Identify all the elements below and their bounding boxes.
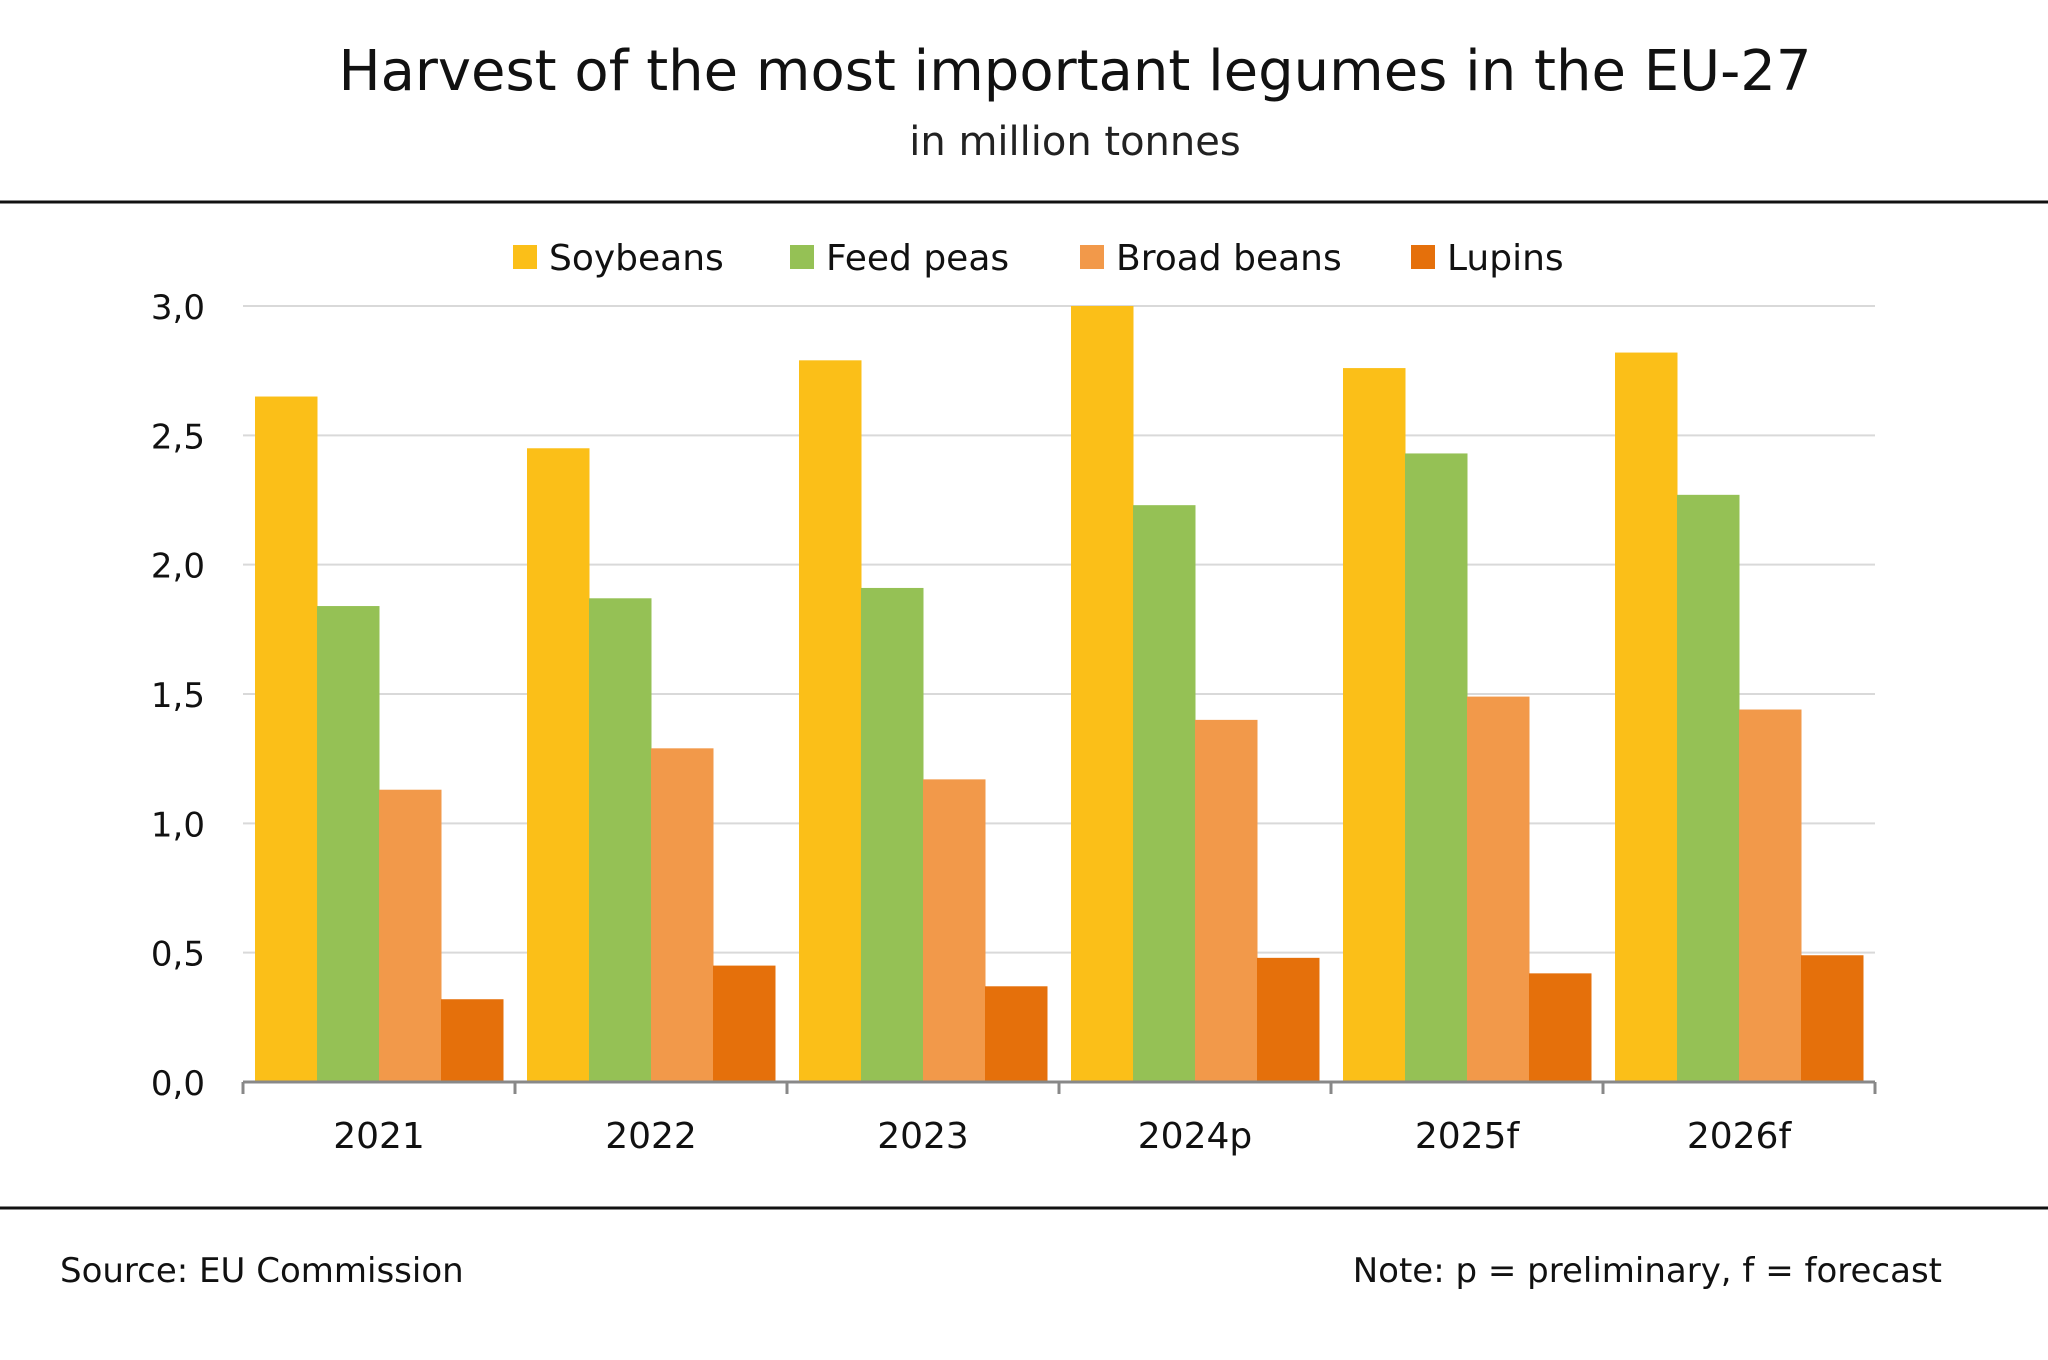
y-tick-label: 3,0 [151, 288, 205, 328]
chart-title: Harvest of the most important legumes in… [338, 39, 1811, 104]
bar-feed-peas-2026f [1677, 494, 1740, 1083]
x-tick-label: 2025f [1415, 1116, 1521, 1157]
y-tick-label: 2,0 [151, 547, 205, 587]
legend-swatch-broad-beans [1080, 245, 1104, 269]
y-tick-label: 0,0 [151, 1064, 205, 1104]
source-note: Source: EU Commission [60, 1251, 464, 1291]
bar-lupins-2021 [441, 999, 504, 1082]
bar-broad-beans-2023 [923, 779, 986, 1082]
legend: Soybeans Feed peas Broad beans Lupins [513, 238, 1564, 279]
bar-broad-beans-2021 [379, 789, 442, 1082]
x-tick-label: 2021 [333, 1116, 425, 1157]
bar-feed-peas-2023 [861, 587, 924, 1082]
x-tick-label: 2024p [1138, 1116, 1252, 1157]
y-tick-label: 1,5 [151, 676, 205, 716]
legend-swatch-lupins [1411, 245, 1435, 269]
bar-soybeans-2022 [527, 448, 590, 1082]
chart-subtitle: in million tonnes [909, 119, 1240, 165]
bar-lupins-2022 [713, 965, 776, 1082]
bar-lupins-2023 [985, 986, 1048, 1082]
y-tick-label: 0,5 [151, 935, 205, 975]
bar-soybeans-2023 [799, 360, 862, 1082]
x-tick-label: 2022 [605, 1116, 697, 1157]
bar-soybeans-2021 [255, 396, 318, 1082]
legend-label: Feed peas [826, 238, 1009, 279]
legend-swatch-feed-peas [790, 245, 814, 269]
bar-feed-peas-2025f [1405, 453, 1468, 1082]
legend-label: Lupins [1447, 238, 1564, 279]
bar-broad-beans-2022 [651, 748, 714, 1082]
bar-broad-beans-2024p [1195, 719, 1258, 1082]
bar-lupins-2025f [1529, 973, 1592, 1082]
bar-feed-peas-2024p [1133, 505, 1196, 1082]
y-axis: 0,0 0,5 1,0 1,5 2,0 2,5 3,0 [151, 288, 205, 1104]
x-axis: 2021 2022 2023 2024p 2025f 2026f [241, 1080, 1877, 1157]
x-tick-label: 2026f [1687, 1116, 1793, 1157]
x-tick-label: 2023 [877, 1116, 969, 1157]
bars [255, 306, 1864, 1083]
y-tick-label: 2,5 [151, 417, 205, 457]
legend-swatch-soybeans [513, 245, 537, 269]
bar-soybeans-2026f [1615, 352, 1678, 1082]
y-tick-label: 1,0 [151, 805, 205, 845]
legend-label: Broad beans [1116, 238, 1342, 279]
gridlines [243, 305, 1875, 954]
bar-soybeans-2025f [1343, 368, 1406, 1083]
bar-feed-peas-2021 [317, 606, 380, 1082]
bar-lupins-2026f [1801, 955, 1864, 1082]
bar-lupins-2024p [1257, 957, 1320, 1082]
bar-broad-beans-2026f [1739, 709, 1802, 1082]
legend-label: Soybeans [549, 238, 724, 279]
footnote: Note: p = preliminary, f = forecast [1353, 1251, 1942, 1291]
bar-broad-beans-2025f [1467, 696, 1530, 1082]
bar-feed-peas-2022 [589, 598, 652, 1082]
bar-soybeans-2024p [1071, 306, 1134, 1082]
